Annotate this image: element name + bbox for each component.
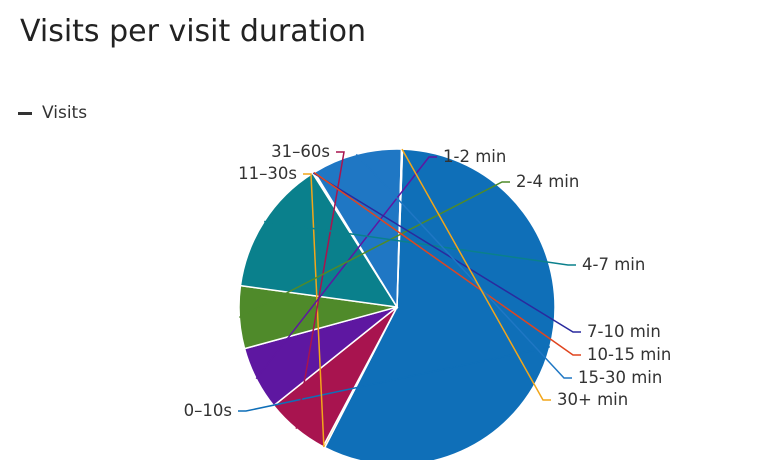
slice-label: 10-15 min (587, 345, 671, 364)
leader-line (295, 151, 345, 429)
slice-label: 11–30s (238, 164, 297, 183)
chart-title: Visits per visit duration (20, 14, 367, 49)
leader-line (355, 153, 572, 379)
legend[interactable]: Visits (18, 103, 87, 123)
legend-swatch (18, 111, 32, 115)
slice-label: 7-10 min (587, 322, 661, 341)
slice-label: 31–60s (271, 142, 330, 161)
leader-line (303, 173, 325, 448)
slice-label: 4-7 min (582, 255, 645, 274)
leader-line (255, 156, 437, 380)
slice-label: 0–10s (184, 401, 232, 420)
leader-line (401, 148, 551, 401)
slice-label: 1-2 min (443, 147, 506, 166)
leader-line (238, 346, 551, 412)
slice-label: 30+ min (557, 390, 628, 409)
slice-label: 15-30 min (578, 368, 662, 387)
leader-line (313, 171, 581, 356)
slice-label: 2-4 min (516, 172, 579, 191)
legend-label: Visits (42, 103, 88, 123)
leader-line (238, 181, 510, 319)
leader-line (312, 172, 581, 333)
leader-line (264, 220, 576, 266)
